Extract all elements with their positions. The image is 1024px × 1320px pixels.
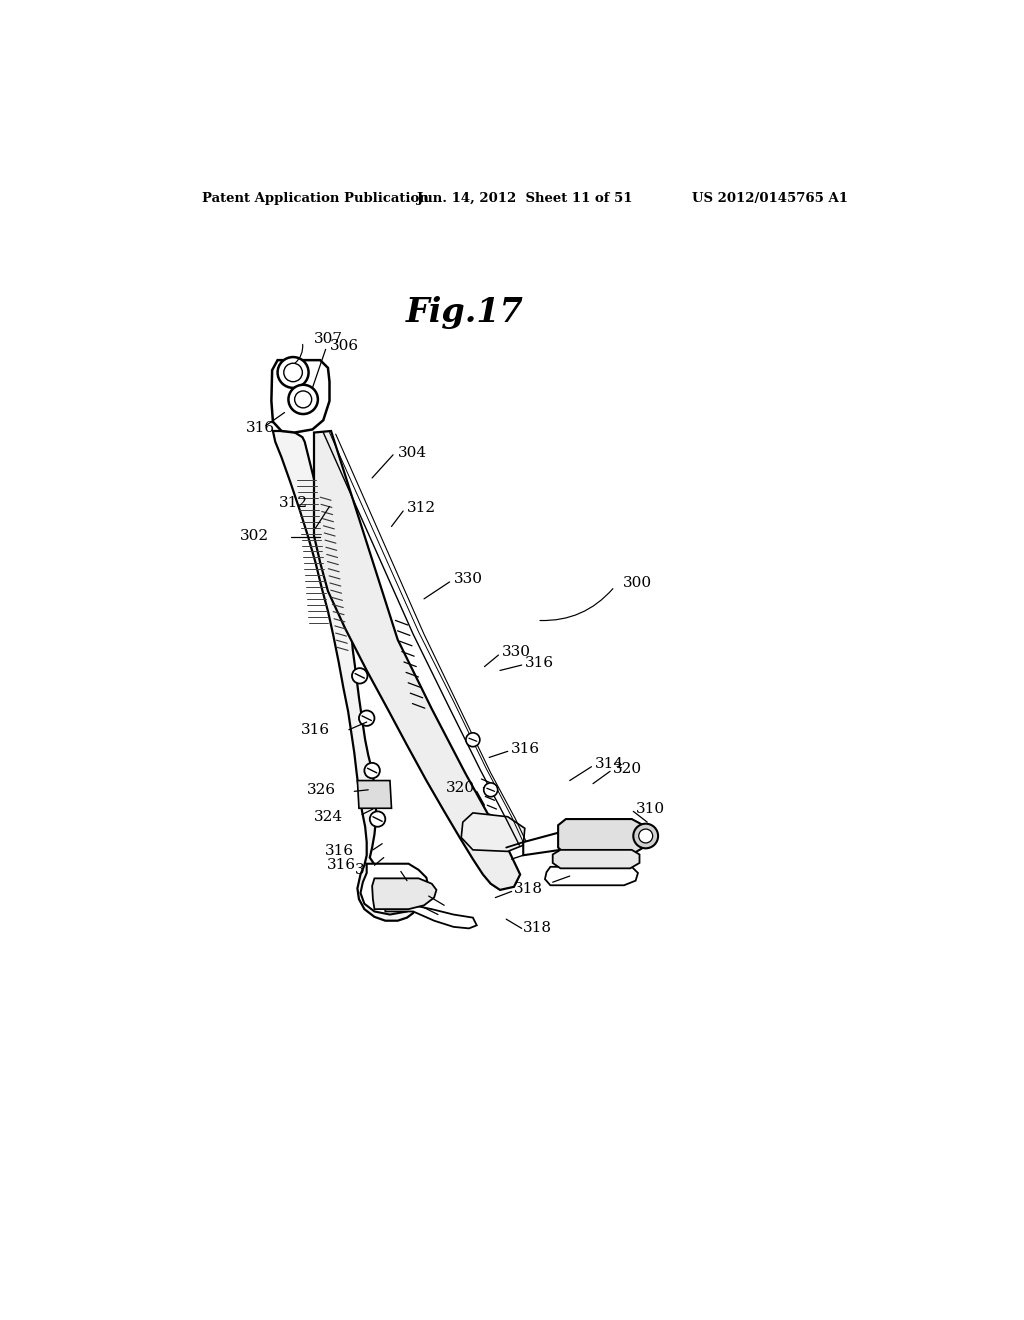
Text: 320: 320 — [446, 781, 475, 795]
Text: 308: 308 — [384, 887, 414, 902]
Text: 302: 302 — [240, 529, 269, 543]
Circle shape — [284, 363, 302, 381]
Text: 320: 320 — [613, 762, 642, 776]
Circle shape — [278, 356, 308, 388]
Text: Patent Application Publication: Patent Application Publication — [202, 191, 428, 205]
Polygon shape — [385, 906, 477, 928]
Text: 312: 312 — [407, 502, 436, 515]
Text: Fig.17: Fig.17 — [407, 296, 524, 329]
Circle shape — [466, 733, 480, 747]
Text: 306: 306 — [330, 339, 358, 354]
Polygon shape — [314, 430, 520, 890]
Polygon shape — [558, 818, 643, 854]
Circle shape — [370, 812, 385, 826]
Text: 300: 300 — [623, 577, 651, 590]
Text: 316: 316 — [511, 742, 540, 756]
Text: 318: 318 — [523, 921, 552, 936]
Text: 314: 314 — [354, 863, 384, 876]
Text: 324: 324 — [314, 809, 343, 824]
Polygon shape — [271, 360, 330, 433]
Circle shape — [633, 824, 658, 849]
Polygon shape — [461, 813, 524, 851]
Circle shape — [639, 829, 652, 843]
Polygon shape — [523, 830, 630, 855]
Circle shape — [359, 710, 375, 726]
Polygon shape — [553, 850, 640, 869]
Text: US 2012/0145765 A1: US 2012/0145765 A1 — [692, 191, 848, 205]
Polygon shape — [372, 878, 436, 909]
Text: 312: 312 — [279, 496, 308, 511]
Text: 314: 314 — [595, 758, 624, 771]
Circle shape — [295, 391, 311, 408]
Polygon shape — [273, 430, 415, 921]
Text: 316: 316 — [300, 723, 330, 737]
Polygon shape — [360, 863, 429, 915]
Text: 316: 316 — [327, 858, 356, 873]
Polygon shape — [357, 780, 391, 808]
Circle shape — [289, 385, 317, 414]
Text: 304: 304 — [397, 446, 427, 459]
Text: 330: 330 — [454, 572, 482, 586]
Text: 320: 320 — [377, 899, 406, 912]
Text: 320: 320 — [571, 874, 600, 887]
Text: 316: 316 — [326, 845, 354, 858]
Text: 316: 316 — [246, 421, 274, 434]
Text: 318: 318 — [514, 882, 543, 896]
Text: 326: 326 — [306, 783, 336, 797]
Circle shape — [483, 783, 498, 797]
Text: Jun. 14, 2012  Sheet 11 of 51: Jun. 14, 2012 Sheet 11 of 51 — [417, 191, 633, 205]
Text: 307: 307 — [314, 333, 343, 346]
Text: 330: 330 — [502, 645, 530, 659]
Circle shape — [352, 668, 368, 684]
Circle shape — [365, 763, 380, 779]
Text: 310: 310 — [636, 803, 665, 816]
Polygon shape — [545, 867, 638, 886]
Text: 316: 316 — [524, 656, 554, 669]
